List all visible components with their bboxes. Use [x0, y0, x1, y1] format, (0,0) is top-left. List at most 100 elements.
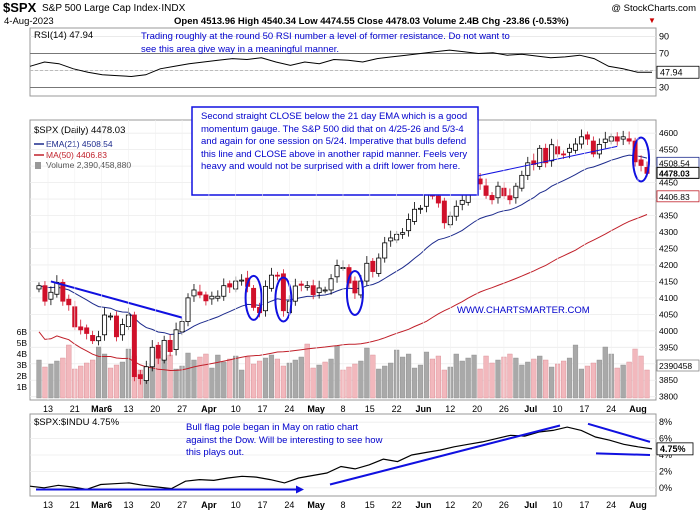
ema-annotation: Second straight CLOSE below the 21 day E…: [201, 111, 468, 172]
rsi-last-value-box: [656, 65, 700, 79]
volume-bar: [435, 355, 441, 399]
candle-body: [459, 199, 465, 205]
volume-bar: [274, 358, 281, 399]
volume-bar: [256, 360, 263, 399]
price-tick-label: 4600: [659, 128, 678, 138]
rsi-line: [29, 49, 653, 78]
volume-bar: [495, 359, 501, 399]
price-x-tick-label: 26: [499, 404, 509, 414]
candle-body: [304, 285, 310, 288]
volume-bar: [560, 360, 567, 399]
ratio-x-tick-label: Jul: [524, 500, 537, 510]
ema-legend-label: EMA(21) 4508.54: [46, 139, 113, 149]
volume-bar: [66, 344, 72, 399]
price-tick-label: 4450: [659, 178, 678, 188]
volume-bar: [590, 362, 596, 399]
volume-bar: [191, 359, 197, 399]
candle-body: [60, 281, 66, 302]
ratio-last-value-box: [656, 442, 694, 456]
price-x-tick-label: 10: [231, 404, 241, 414]
candle-body: [227, 283, 233, 288]
volume-bar: [48, 363, 54, 399]
ratio-x-tick-label: 20: [150, 500, 160, 510]
candle-body: [131, 314, 137, 378]
ratio-flag-top-line: [587, 422, 651, 443]
candle-body: [167, 339, 173, 352]
candle-body: [161, 339, 167, 361]
price-tick-label: 4350: [659, 211, 678, 221]
candle-body: [102, 314, 108, 336]
ratio-x-tick-label: 26: [499, 500, 509, 510]
candle-body: [292, 285, 298, 302]
volume-bar: [423, 351, 430, 399]
rsi-tick-label: 30: [659, 83, 669, 93]
volume-bar: [471, 354, 477, 399]
price-tick-label: 4100: [659, 293, 678, 303]
candle-body: [525, 162, 531, 176]
volume-bar: [477, 368, 483, 399]
annotation-box: [191, 106, 479, 196]
volume-bar: [42, 366, 48, 399]
rsi-title: RSI(14) 47.94: [34, 30, 93, 41]
price-x-tick-label: 24: [606, 404, 616, 414]
candle-body: [215, 295, 221, 299]
price-x-tick-label: Apr: [201, 404, 217, 414]
volume-bar: [614, 367, 620, 399]
candle-body: [298, 283, 304, 286]
candle-body: [388, 237, 394, 242]
ratio-x-tick-label: 10: [553, 500, 563, 510]
candle-body: [418, 207, 423, 210]
candle-body: [334, 265, 340, 278]
ratio-x-tick-label: 15: [365, 500, 375, 510]
candle-body: [322, 289, 328, 292]
ratio-x-tick-label: 8: [340, 500, 345, 510]
ratio-tick-label: 0%: [659, 483, 672, 493]
ratio-tick-label: 2%: [659, 466, 672, 476]
candle-body: [268, 274, 274, 289]
candle-body: [400, 232, 406, 235]
rsi-tick-label: 90: [659, 32, 669, 42]
price-tick-label: 4200: [659, 260, 678, 270]
ratio-x-tick-label: 20: [472, 500, 482, 510]
price-tick-label: 4300: [659, 227, 678, 237]
volume-tick-label: 6B: [17, 327, 28, 337]
candle-body: [84, 327, 90, 334]
ratio-x-tick-label: 24: [284, 500, 294, 510]
volume-bar: [96, 346, 102, 399]
candle-body: [507, 195, 513, 201]
ticker-separator: ·: [158, 3, 162, 14]
volume-tick-label: 1B: [17, 382, 28, 392]
volume-bar: [310, 367, 316, 399]
candle-body: [543, 147, 549, 164]
ticker-symbol: $SPX: [3, 0, 37, 15]
ticker-exchange: INDX: [161, 3, 186, 14]
candle-body: [328, 278, 334, 291]
volume-bar: [525, 361, 531, 399]
volume-bar: [119, 361, 126, 399]
candle-body: [412, 208, 418, 222]
rsi-tick-label: 70: [659, 49, 669, 59]
volume-bar: [417, 364, 424, 399]
annotation-arrow: [467, 145, 618, 179]
volume-bar: [280, 365, 286, 399]
volume-bar: [376, 368, 382, 399]
volume-bar: [209, 367, 215, 399]
price-x-tick-label: 8: [340, 404, 345, 414]
candle-body: [435, 195, 441, 204]
candle-body: [584, 134, 590, 140]
volume-bar: [370, 354, 376, 399]
ratio-title: $SPX:$INDU 4.75%: [34, 417, 120, 428]
highlight-circle: [345, 269, 364, 316]
price-x-tick-label: 17: [579, 404, 589, 414]
ratio-x-tick-label: 27: [177, 500, 187, 510]
volume-bar: [465, 357, 471, 399]
volume-bar: [78, 365, 84, 399]
candle-body: [626, 138, 632, 142]
downtrend-line: [50, 280, 183, 319]
candle-body: [453, 205, 459, 217]
volume-bar: [364, 347, 370, 399]
ma-value-box: [656, 190, 700, 203]
candle-body: [352, 280, 358, 294]
volume-bar: [185, 352, 191, 399]
candle-body: [382, 242, 388, 259]
